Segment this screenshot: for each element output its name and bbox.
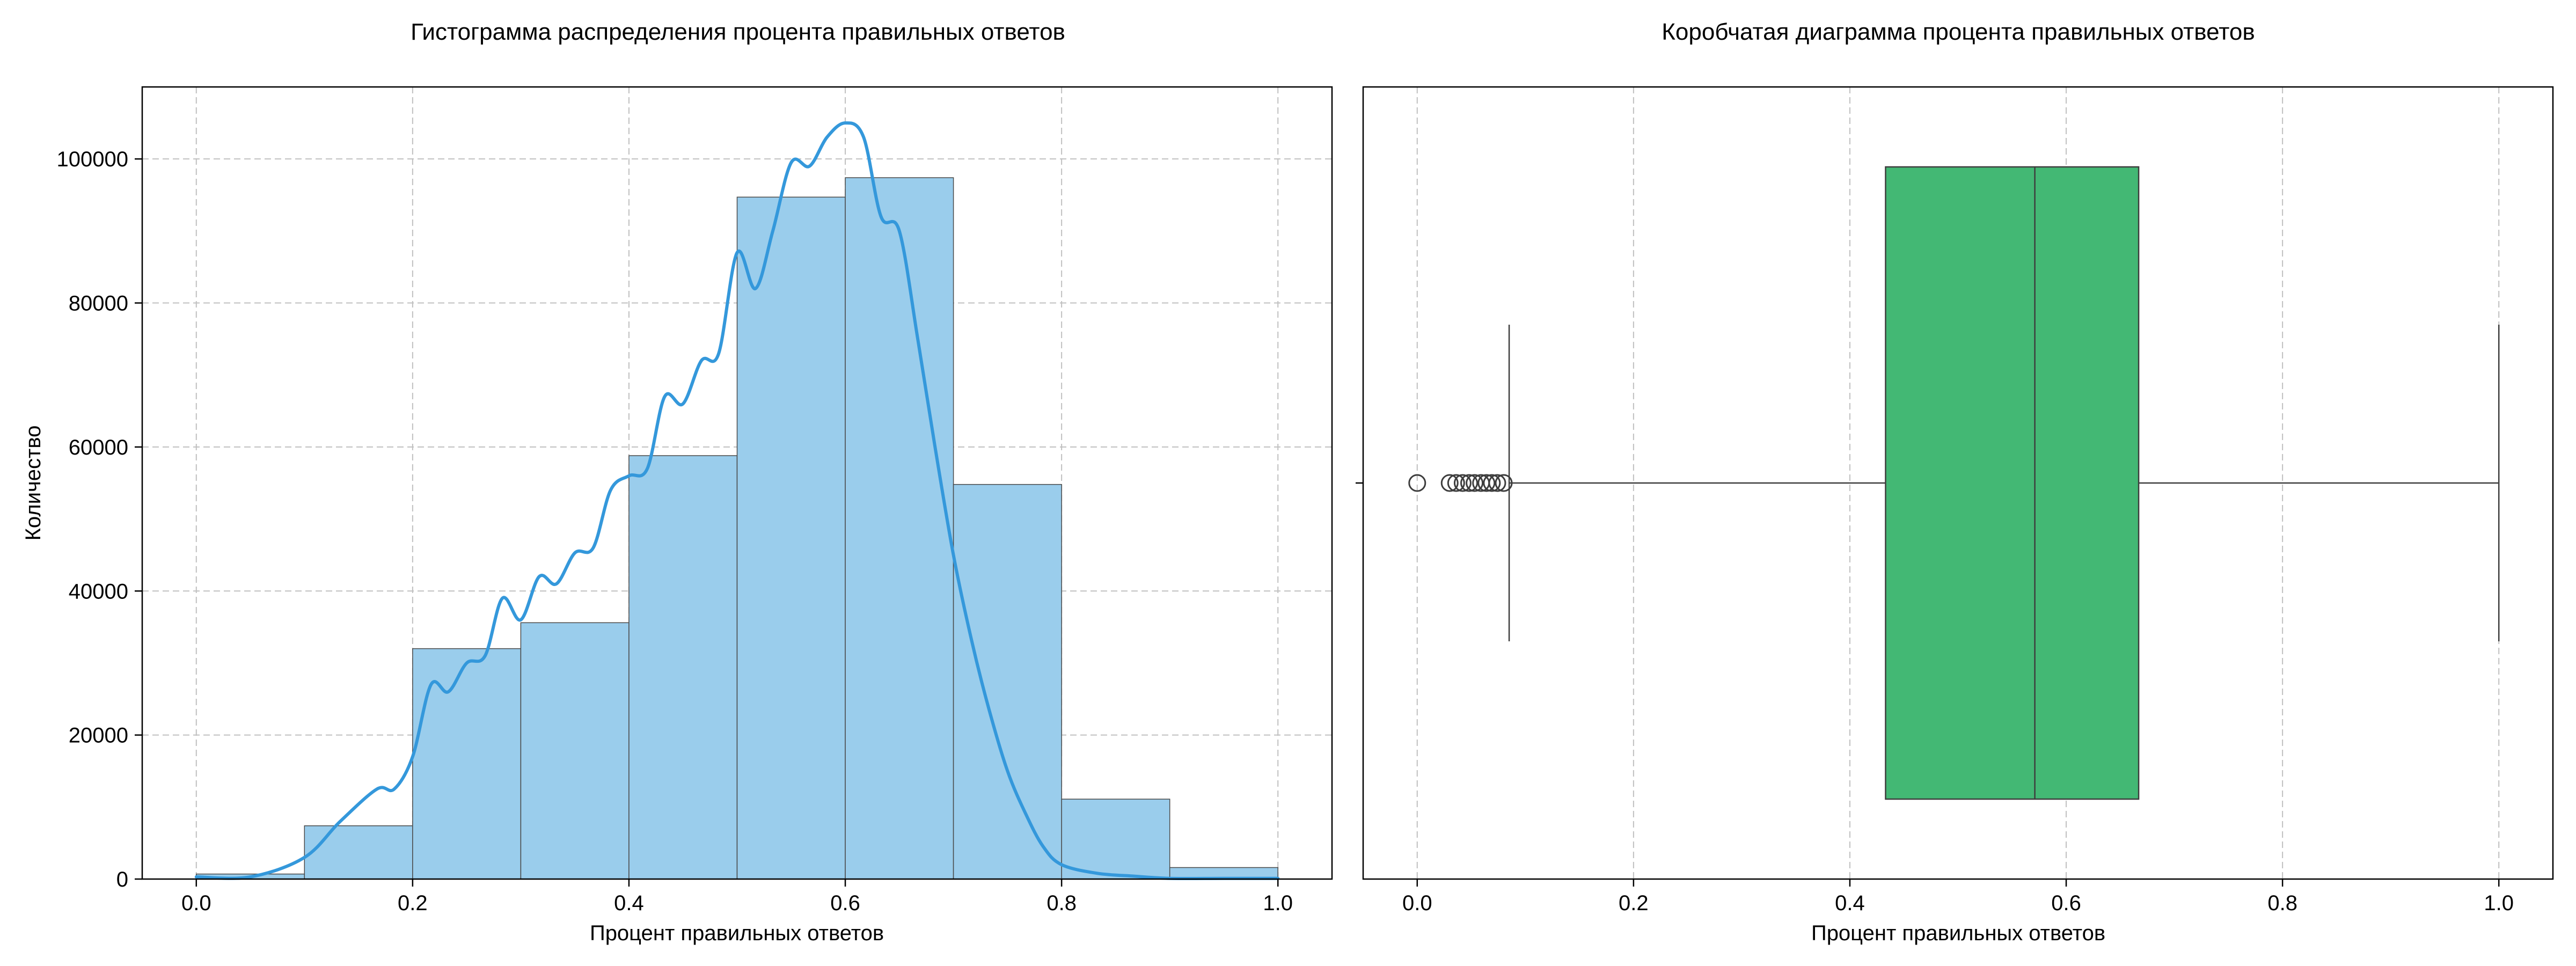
boxplot-outlier: [1408, 474, 1426, 492]
boxplot-outlier: [1477, 474, 1496, 492]
histogram-kde-line: [194, 121, 1280, 880]
boxplot-outlier: [1440, 474, 1459, 492]
boxplot-x-tick-label: 0.8: [2267, 891, 2297, 915]
boxplot-body: [1408, 166, 2500, 800]
histogram-x-tick-label: 0.2: [398, 891, 428, 915]
histogram-bar: [412, 648, 522, 880]
histogram-plot-frame: [141, 86, 1333, 880]
boxplot-x-ticks: 0.0 0.2 0.4 0.6 0.8 1.0: [1402, 879, 2514, 915]
histogram-x-tick-label: 0.0: [181, 891, 211, 915]
histogram-x-tick-label: 0.4: [614, 891, 644, 915]
histogram-bar: [845, 177, 954, 880]
boxplot-x-tick-label: 1.0: [2484, 891, 2514, 915]
histogram-title: Гистограмма распределения процента прави…: [411, 19, 1065, 45]
histogram-x-tick-label: 0.6: [830, 891, 860, 915]
boxplot-title: Коробчатая диаграмма процента правильных…: [1662, 19, 2255, 45]
boxplot-x-axis-label: Процент правильных ответов: [1811, 921, 2105, 945]
histogram-y-tick-label: 0: [116, 868, 128, 891]
histogram-bar: [953, 484, 1062, 880]
histogram-kde: [194, 121, 1280, 880]
histogram-y-ticks: 0 20000 40000 60000 80000 100000: [57, 148, 142, 891]
histogram-x-tick-label: 1.0: [1263, 891, 1293, 915]
histogram-x-ticks: 0.0 0.2 0.4 0.6 0.8 1.0: [181, 879, 1293, 915]
histogram-y-tick-label: 40000: [69, 580, 128, 603]
boxplot-panel: Коробчатая диаграмма процента правильных…: [1356, 19, 2554, 945]
histogram-bar: [1061, 799, 1170, 880]
histogram-y-tick-label: 100000: [57, 148, 128, 171]
histogram-bar: [304, 825, 413, 880]
boxplot-x-tick-label: 0.4: [1835, 891, 1865, 915]
boxplot-outlier: [1460, 474, 1479, 492]
histogram-y-tick-label: 20000: [69, 724, 128, 748]
histogram-panel: Гистограмма распределения процента прави…: [21, 19, 1333, 945]
histogram-x-axis-label: Процент правильных ответов: [590, 921, 884, 945]
boxplot-x-tick-label: 0.6: [2051, 891, 2081, 915]
boxplot-outlier: [1466, 474, 1484, 492]
histogram-y-tick-label: 60000: [69, 436, 128, 459]
histogram-bar: [736, 196, 846, 880]
boxplot-outlier: [1483, 474, 1501, 492]
boxplot-box: [1885, 166, 2140, 800]
histogram-y-tick-label: 80000: [69, 292, 128, 316]
boxplot-x-tick-label: 0.0: [1402, 891, 1432, 915]
histogram-bar: [628, 455, 738, 880]
histogram-y-axis-label: Количество: [21, 426, 45, 541]
boxplot-x-tick-label: 0.2: [1619, 891, 1649, 915]
boxplot-outlier: [1495, 474, 1513, 492]
histogram-x-tick-label: 0.8: [1046, 891, 1077, 915]
boxplot-outlier: [1488, 474, 1506, 492]
boxplot-outlier: [1447, 474, 1465, 492]
histogram-bar: [520, 622, 630, 880]
boxplot-outlier: [1453, 474, 1472, 492]
histogram-bars: [196, 177, 1278, 880]
